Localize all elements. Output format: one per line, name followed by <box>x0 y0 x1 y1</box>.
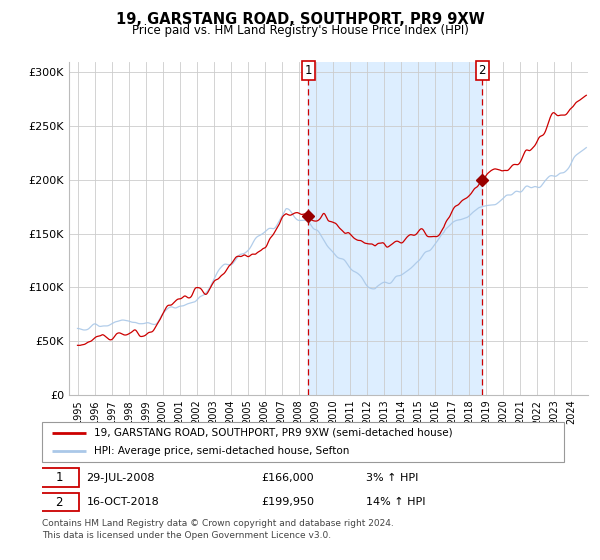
Text: £166,000: £166,000 <box>261 473 314 483</box>
Text: 1: 1 <box>55 471 63 484</box>
Bar <box>308 62 482 395</box>
Text: Contains HM Land Registry data © Crown copyright and database right 2024.
This d: Contains HM Land Registry data © Crown c… <box>42 519 394 540</box>
Text: 2: 2 <box>55 496 63 508</box>
Text: HPI: Average price, semi-detached house, Sefton: HPI: Average price, semi-detached house,… <box>94 446 350 456</box>
Text: 2: 2 <box>479 64 486 77</box>
Text: 29-JUL-2008: 29-JUL-2008 <box>86 473 155 483</box>
Text: £199,950: £199,950 <box>261 497 314 507</box>
Text: 14% ↑ HPI: 14% ↑ HPI <box>365 497 425 507</box>
Text: 19, GARSTANG ROAD, SOUTHPORT, PR9 9XW: 19, GARSTANG ROAD, SOUTHPORT, PR9 9XW <box>116 12 484 27</box>
Text: 3% ↑ HPI: 3% ↑ HPI <box>365 473 418 483</box>
FancyBboxPatch shape <box>42 422 564 462</box>
Text: 19, GARSTANG ROAD, SOUTHPORT, PR9 9XW (semi-detached house): 19, GARSTANG ROAD, SOUTHPORT, PR9 9XW (s… <box>94 428 453 437</box>
Text: 1: 1 <box>305 64 312 77</box>
Text: Price paid vs. HM Land Registry's House Price Index (HPI): Price paid vs. HM Land Registry's House … <box>131 24 469 37</box>
FancyBboxPatch shape <box>40 493 79 511</box>
Text: 16-OCT-2018: 16-OCT-2018 <box>86 497 159 507</box>
FancyBboxPatch shape <box>40 468 79 487</box>
